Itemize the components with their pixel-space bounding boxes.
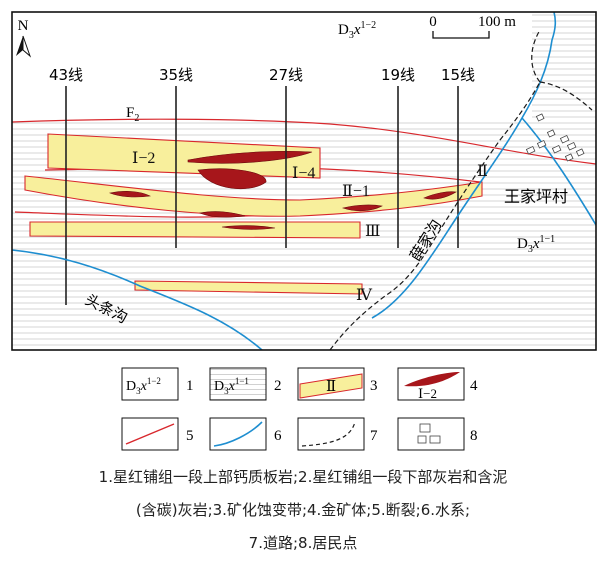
zone-I-2 [47,133,321,179]
scale-bar: 0 100 m [429,14,516,39]
legend-label-lower-unit: D3x1−1 [214,376,249,396]
legend-num: 6 [274,428,282,444]
legend-num: 8 [470,428,478,444]
zone-label-I-4: Ⅰ−4 [292,165,315,182]
orebody [423,191,457,200]
caption-line-1: 1.星红铺组一段上部钙质板岩;2.星红铺组一段下部灰岩和含泥 [98,468,508,486]
scale-zero: 0 [429,14,437,30]
exploration-line-labels: 43线 35线 27线 19线 15线 [49,66,475,84]
road [531,29,541,83]
zone-label-I-2: Ⅰ−2 [132,150,155,167]
legend-num: 4 [470,378,478,394]
line-label-35: 35线 [159,66,193,84]
roads [329,29,593,350]
caption-line-3: 7.道路;8.居民点 [248,534,358,552]
orebody [198,211,246,218]
zone-label-III: Ⅲ [365,223,380,240]
line-label-43: 43线 [49,66,83,84]
legend-num: 3 [370,378,378,394]
north-arrow: N [16,18,32,58]
legend-item-5: 5 [121,417,194,451]
orebody-I-4 [187,150,313,164]
legend-zone-sample: Ⅱ [326,379,336,395]
line-label-15: 15线 [441,66,475,84]
legend-item-1: D3x1−2 1 [121,367,194,401]
exploration-lines [65,86,459,305]
zone-label-IV: Ⅳ [356,287,373,304]
road [329,81,541,350]
zone-III [29,221,361,239]
legend-num: 7 [370,428,378,444]
creek-branch [521,117,596,226]
scale-end: 100 m [478,14,516,30]
legend-num: 5 [186,428,194,444]
legend-orebody-sample: Ⅰ−2 [418,386,437,401]
geological-map: N 0 100 m D3x1−2 D3x1−1 43线 35线 27线 19线 … [11,11,597,351]
road [539,81,593,111]
legend: D3x1−2 1 D3x1−1 2 Ⅱ 3 Ⅰ−2 4 5 6 [121,367,478,451]
upper-unit-area [12,12,532,120]
legend-item-2: D3x1−1 2 [209,367,282,401]
zone-IV [134,280,363,295]
legend-item-8: 8 [397,417,478,451]
line-label-19: 19线 [381,66,415,84]
orebody [341,204,383,212]
legend-item-4: Ⅰ−2 4 [397,367,478,401]
unit-label-lower: D3x1−1 [517,234,555,255]
orebody [108,191,152,198]
north-arrow-icon [16,36,23,56]
residential-buildings [525,113,585,162]
legend-item-3: Ⅱ 3 [297,367,378,401]
ore-bodies [108,150,457,230]
legend-item-6: 6 [209,417,282,451]
water-system [12,12,596,350]
fault-label: F2 [126,105,139,124]
north-label: N [18,18,29,34]
zone-labels: Ⅰ−2 Ⅰ−4 Ⅱ−1 Ⅱ Ⅲ Ⅳ [132,150,488,304]
map-frame [11,11,597,351]
zone-label-II-1: Ⅱ−1 [342,183,370,200]
zone-label-II: Ⅱ [477,163,488,180]
village-label: 王家坪村 [504,187,568,206]
orebody [221,225,276,230]
creek-toutiao [12,249,263,350]
legend-item-7: 7 [297,417,378,451]
line-label-27: 27线 [269,66,303,84]
legend-num: 2 [274,378,282,394]
unit-label-upper: D3x1−2 [338,20,376,41]
caption-line-2: (含碳)灰岩;3.矿化蚀变带;4.金矿体;5.断裂;6.水系; [135,501,471,519]
fault-f2 [12,118,596,165]
orebody-I-2 [197,168,267,190]
legend-num: 1 [186,378,194,394]
legend-label-upper-unit: D3x1−2 [126,376,161,396]
creek-xuejia [371,12,557,319]
